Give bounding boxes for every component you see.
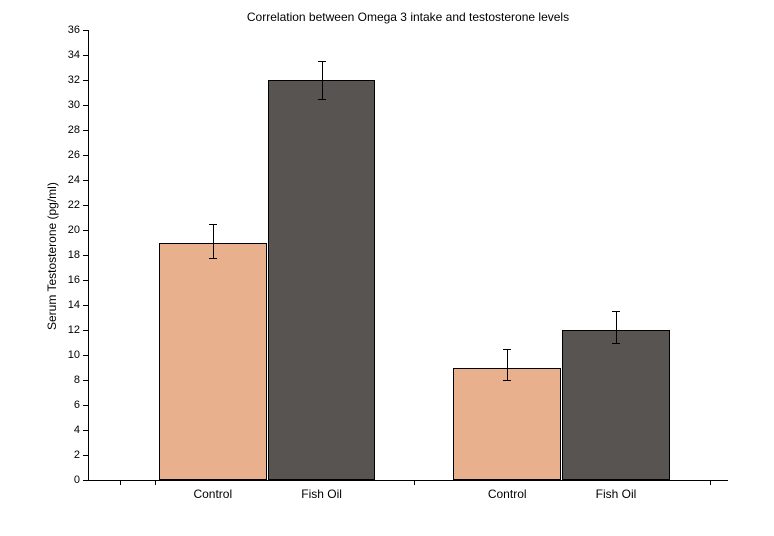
errorbar-line bbox=[213, 224, 214, 258]
x-tick-label: Fish Oil bbox=[282, 488, 362, 500]
y-tick-label: 34 bbox=[52, 50, 80, 61]
chart-title: Correlation between Omega 3 intake and t… bbox=[88, 10, 728, 24]
y-tick bbox=[83, 155, 88, 156]
y-tick-label: 8 bbox=[52, 375, 80, 386]
y-tick bbox=[83, 280, 88, 281]
errorbar-cap bbox=[209, 258, 217, 259]
chart-stage: { "chart": { "type": "bar", "title": "Co… bbox=[0, 0, 774, 536]
y-tick-label: 32 bbox=[52, 75, 80, 86]
y-tick bbox=[83, 230, 88, 231]
bar-1 bbox=[268, 80, 376, 480]
errorbar-cap bbox=[318, 99, 326, 100]
y-tick-label: 30 bbox=[52, 100, 80, 111]
errorbar-cap bbox=[612, 343, 620, 344]
y-tick bbox=[83, 405, 88, 406]
x-minor-tick bbox=[710, 480, 711, 485]
errorbar-line bbox=[616, 311, 617, 342]
y-tick bbox=[83, 330, 88, 331]
y-tick bbox=[83, 55, 88, 56]
x-minor-tick bbox=[120, 480, 121, 485]
x-minor-tick bbox=[155, 480, 156, 485]
y-tick bbox=[83, 380, 88, 381]
y-tick-label: 10 bbox=[52, 350, 80, 361]
y-tick bbox=[83, 105, 88, 106]
y-tick bbox=[83, 455, 88, 456]
y-tick-label: 0 bbox=[52, 475, 80, 486]
errorbar-line bbox=[322, 61, 323, 99]
y-tick bbox=[83, 30, 88, 31]
errorbar-cap bbox=[209, 224, 217, 225]
bar-2 bbox=[453, 368, 561, 481]
x-tick-label: Control bbox=[467, 488, 547, 500]
x-tick-label: Fish Oil bbox=[576, 488, 656, 500]
bar-3 bbox=[562, 330, 670, 480]
y-tick bbox=[83, 480, 88, 481]
y-axis bbox=[88, 30, 89, 481]
errorbar-cap bbox=[612, 311, 620, 312]
errorbar-line bbox=[507, 349, 508, 380]
y-tick bbox=[83, 430, 88, 431]
y-tick bbox=[83, 255, 88, 256]
x-minor-tick bbox=[414, 480, 415, 485]
y-tick bbox=[83, 305, 88, 306]
y-tick bbox=[83, 180, 88, 181]
errorbar-cap bbox=[503, 380, 511, 381]
y-tick-label: 6 bbox=[52, 400, 80, 411]
y-axis-label: Serum Testosterone (pg/ml) bbox=[45, 182, 59, 330]
y-tick-label: 2 bbox=[52, 450, 80, 461]
y-tick bbox=[83, 130, 88, 131]
x-tick-label: Control bbox=[173, 488, 253, 500]
bar-0 bbox=[159, 243, 267, 481]
y-tick-label: 4 bbox=[52, 425, 80, 436]
y-tick-label: 26 bbox=[52, 150, 80, 161]
y-tick bbox=[83, 355, 88, 356]
y-tick-label: 28 bbox=[52, 125, 80, 136]
errorbar-cap bbox=[503, 349, 511, 350]
y-tick-label: 36 bbox=[52, 25, 80, 36]
y-tick bbox=[83, 80, 88, 81]
errorbar-cap bbox=[318, 61, 326, 62]
x-axis bbox=[88, 480, 728, 481]
y-tick bbox=[83, 205, 88, 206]
